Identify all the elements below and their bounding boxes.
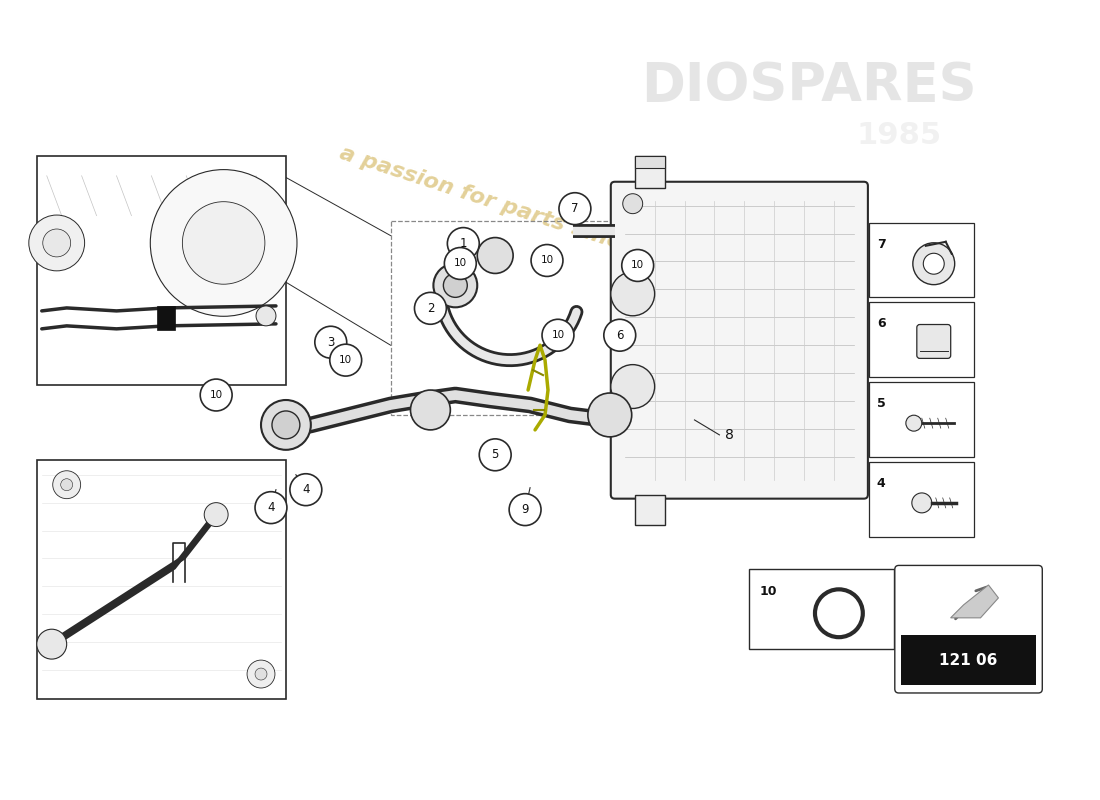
Circle shape <box>444 247 476 279</box>
Text: 5: 5 <box>877 397 886 410</box>
Text: 10: 10 <box>540 255 553 266</box>
Bar <box>635 494 664 525</box>
FancyBboxPatch shape <box>894 566 1043 693</box>
Text: 4: 4 <box>877 477 886 490</box>
Text: 5: 5 <box>492 448 499 462</box>
Circle shape <box>36 630 67 659</box>
Text: 10: 10 <box>759 586 777 598</box>
Text: 9: 9 <box>521 503 529 516</box>
Bar <box>901 635 1036 686</box>
Bar <box>869 462 974 537</box>
Bar <box>390 221 660 415</box>
Bar <box>36 460 286 699</box>
Circle shape <box>815 590 862 637</box>
Text: 1: 1 <box>460 237 467 250</box>
Text: 10: 10 <box>631 261 645 270</box>
Text: 4: 4 <box>267 501 275 514</box>
Text: 10: 10 <box>551 330 564 340</box>
Circle shape <box>29 215 85 271</box>
Circle shape <box>60 478 73 490</box>
FancyBboxPatch shape <box>610 182 868 498</box>
Circle shape <box>53 470 80 498</box>
Bar <box>869 302 974 377</box>
Circle shape <box>587 393 631 437</box>
Circle shape <box>315 326 346 358</box>
Circle shape <box>272 411 300 439</box>
Text: 10: 10 <box>339 355 352 365</box>
Text: DIOSPARES: DIOSPARES <box>641 60 977 112</box>
Circle shape <box>604 319 636 351</box>
Circle shape <box>261 400 311 450</box>
Circle shape <box>433 263 477 307</box>
Circle shape <box>183 202 265 284</box>
Circle shape <box>200 379 232 411</box>
Circle shape <box>621 250 653 282</box>
Circle shape <box>448 228 480 259</box>
Circle shape <box>913 242 955 285</box>
Text: 1985: 1985 <box>856 122 942 150</box>
Bar <box>869 222 974 298</box>
Circle shape <box>256 306 276 326</box>
Circle shape <box>531 245 563 277</box>
Circle shape <box>205 502 228 526</box>
Circle shape <box>610 365 654 409</box>
Circle shape <box>477 238 513 274</box>
Text: 6: 6 <box>616 329 624 342</box>
Bar <box>157 306 175 330</box>
Text: 6: 6 <box>877 318 886 330</box>
FancyBboxPatch shape <box>916 325 950 358</box>
Circle shape <box>559 193 591 225</box>
Circle shape <box>509 494 541 526</box>
Circle shape <box>443 274 468 298</box>
Circle shape <box>151 170 297 316</box>
Circle shape <box>255 668 267 680</box>
Bar <box>36 156 286 385</box>
Circle shape <box>542 319 574 351</box>
Circle shape <box>410 390 450 430</box>
Bar <box>635 156 664 168</box>
Circle shape <box>610 272 654 316</box>
Circle shape <box>480 439 512 470</box>
Text: a passion for parts since 1985: a passion for parts since 1985 <box>337 142 703 278</box>
Circle shape <box>415 292 447 324</box>
Circle shape <box>255 492 287 523</box>
Circle shape <box>43 229 70 257</box>
Circle shape <box>330 344 362 376</box>
Bar <box>869 382 974 457</box>
Polygon shape <box>950 585 999 618</box>
Circle shape <box>923 254 944 274</box>
Bar <box>749 570 894 649</box>
Text: 8: 8 <box>725 428 734 442</box>
Circle shape <box>912 493 932 513</box>
Text: 2: 2 <box>427 302 434 315</box>
Circle shape <box>290 474 322 506</box>
Circle shape <box>906 415 922 431</box>
Text: 121 06: 121 06 <box>939 653 998 668</box>
Bar <box>635 156 664 188</box>
Text: 10: 10 <box>210 390 222 400</box>
Circle shape <box>623 194 642 214</box>
Text: 10: 10 <box>454 258 466 269</box>
Text: 4: 4 <box>302 483 309 496</box>
Text: 7: 7 <box>877 238 886 250</box>
Text: 3: 3 <box>327 336 334 349</box>
Text: 7: 7 <box>571 202 579 215</box>
Circle shape <box>248 660 275 688</box>
